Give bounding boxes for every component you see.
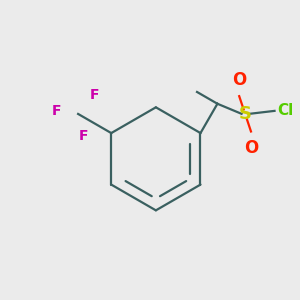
Text: O: O [232,71,246,89]
Text: F: F [90,88,99,102]
Text: F: F [79,129,89,143]
Text: O: O [244,139,258,157]
Text: S: S [238,105,252,123]
Text: F: F [51,104,61,118]
Text: Cl: Cl [278,103,294,118]
